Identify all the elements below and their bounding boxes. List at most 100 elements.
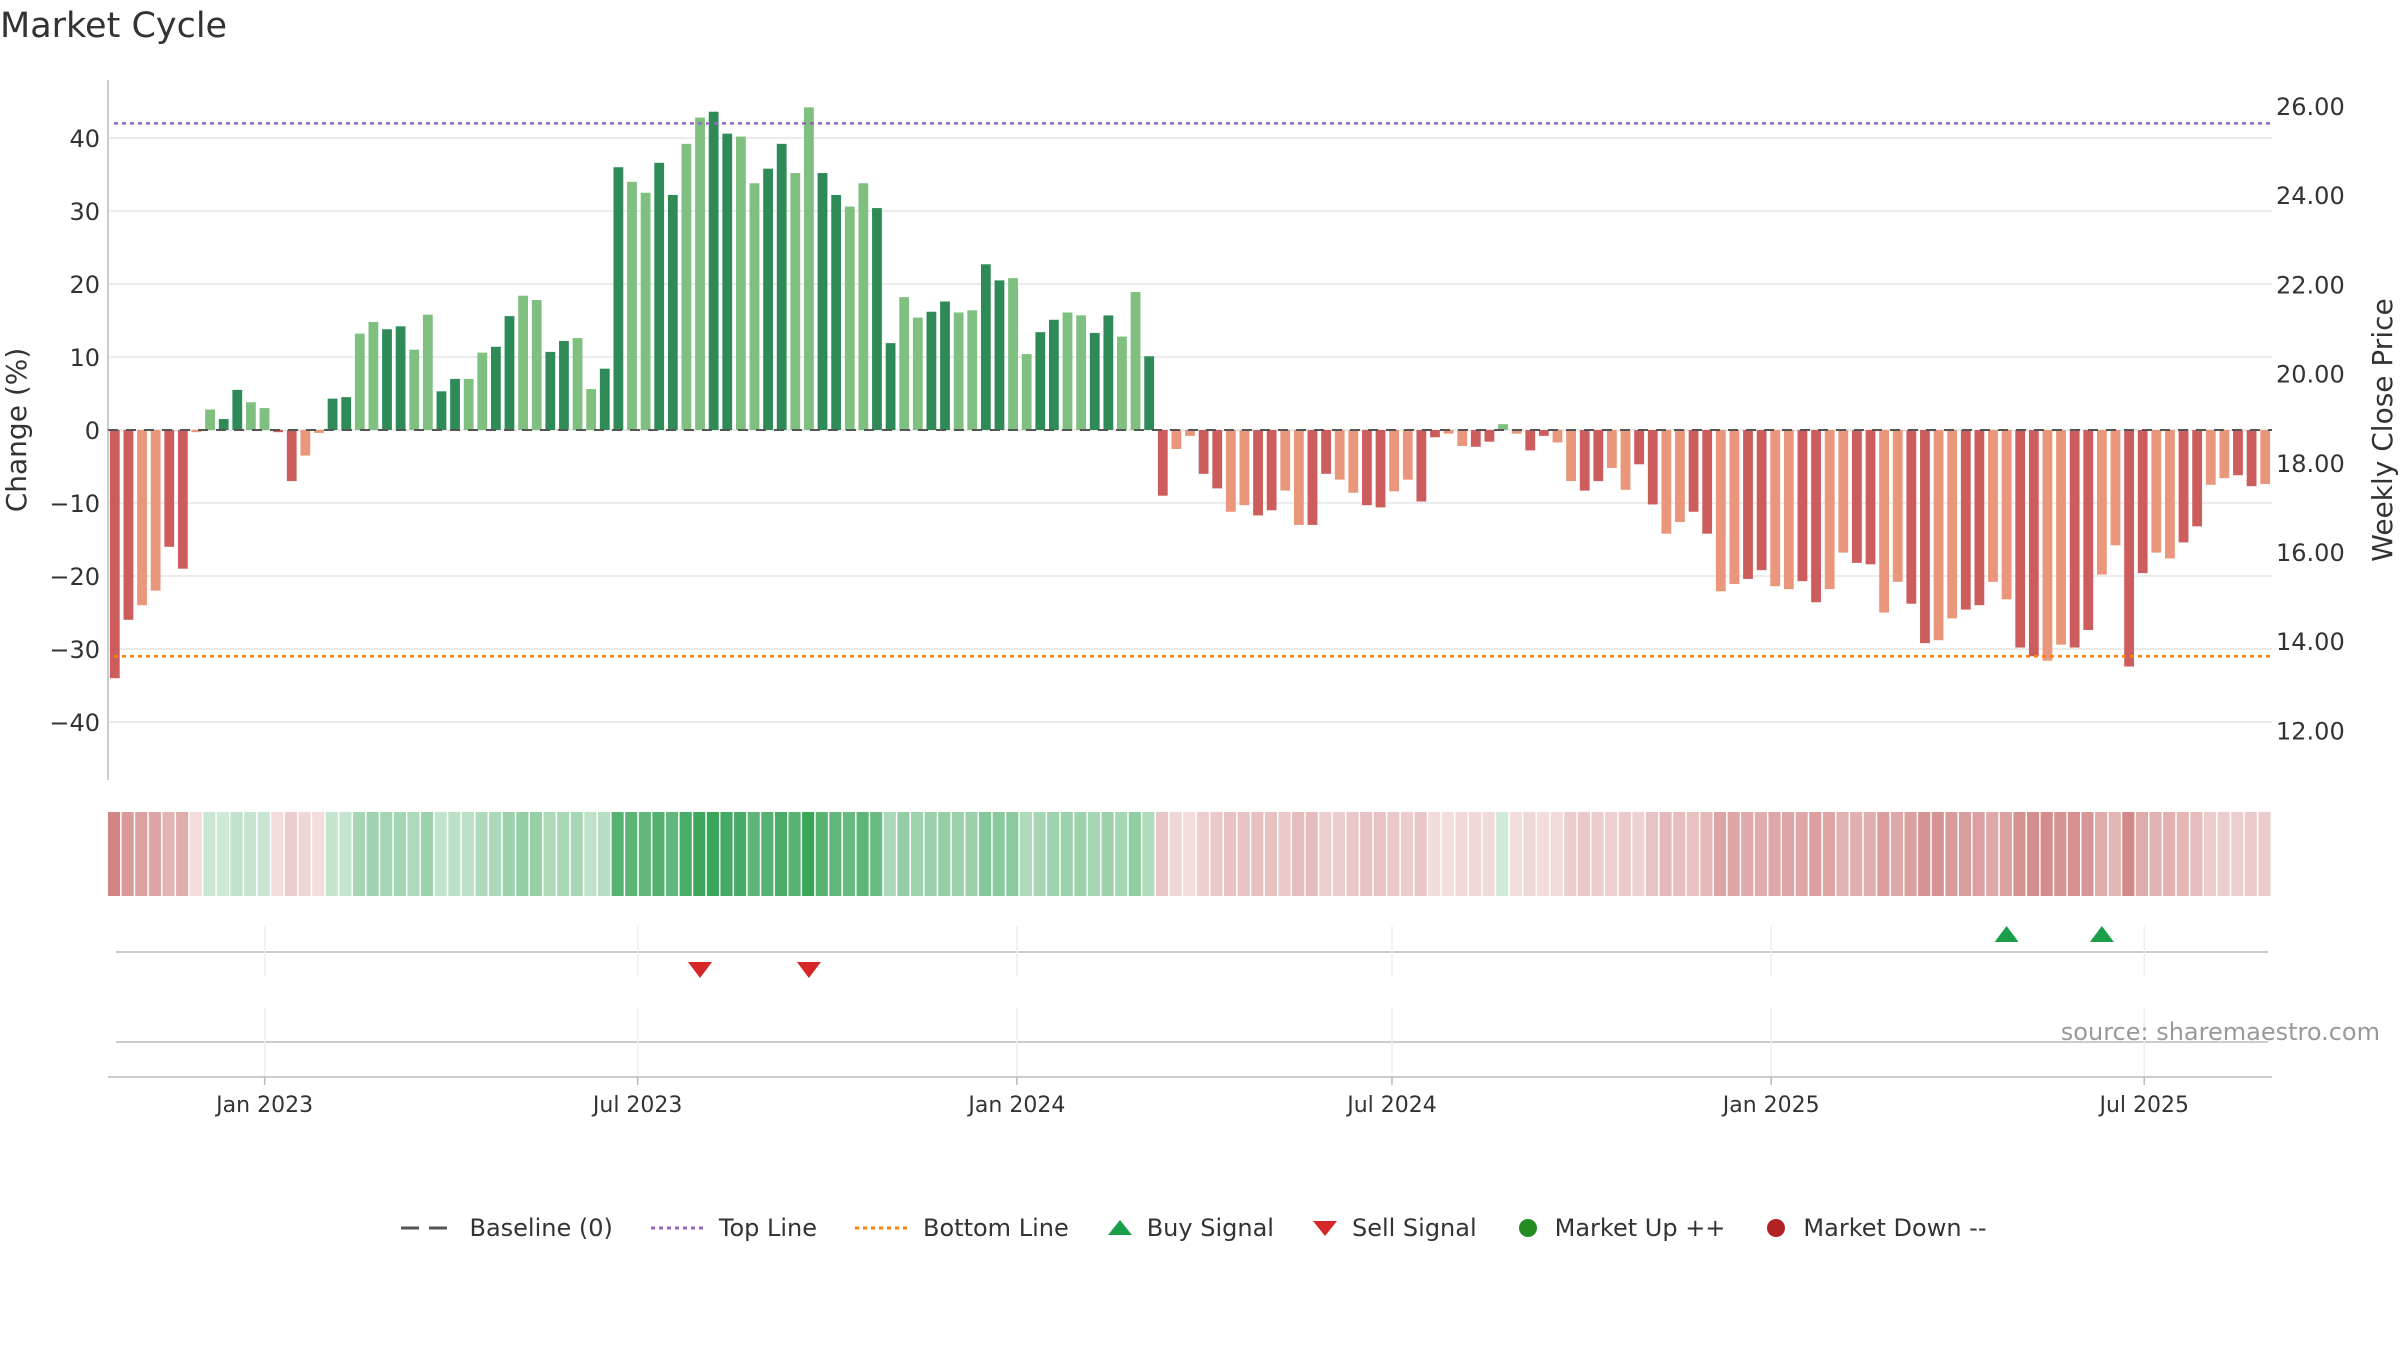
heat-cell bbox=[516, 812, 529, 896]
heat-cell bbox=[1019, 812, 1032, 896]
heat-cell bbox=[883, 812, 896, 896]
heat-cell bbox=[638, 812, 651, 896]
heat-cell bbox=[842, 812, 856, 896]
heat-cell bbox=[284, 812, 298, 896]
bar bbox=[1212, 430, 1223, 489]
bar bbox=[1416, 430, 1427, 502]
bar bbox=[1838, 430, 1849, 553]
bar bbox=[1484, 430, 1495, 442]
heat-cell bbox=[162, 812, 175, 896]
heat-cell bbox=[1441, 812, 1454, 896]
bar bbox=[1906, 430, 1917, 604]
bottom-line-legend-icon bbox=[855, 1226, 910, 1230]
heat-cell bbox=[1822, 812, 1835, 896]
heat-cell bbox=[1387, 812, 1400, 896]
bar bbox=[123, 430, 134, 620]
heat-cell bbox=[897, 812, 910, 896]
heat-cell bbox=[1210, 812, 1223, 896]
y-left-tick-label: 0 bbox=[85, 417, 100, 445]
bar bbox=[1743, 430, 1753, 579]
heat-cell bbox=[1400, 812, 1414, 896]
bar bbox=[246, 402, 256, 430]
heat-cell bbox=[148, 812, 161, 896]
bar bbox=[1783, 430, 1794, 590]
legend-item-sell-signal[interactable]: Sell Signal bbox=[1310, 1214, 1477, 1242]
sell-signal-marker bbox=[688, 962, 713, 978]
heat-cell bbox=[1115, 812, 1128, 896]
legend-item-market-up[interactable]: Market Up ++ bbox=[1513, 1214, 1726, 1242]
heat-cell bbox=[1142, 812, 1155, 896]
legend-item-market-down[interactable]: Market Down -- bbox=[1761, 1214, 1987, 1242]
heat-cell bbox=[1319, 812, 1332, 896]
heat-cell bbox=[1550, 812, 1563, 896]
heat-cell bbox=[1795, 812, 1808, 896]
heat-cell bbox=[2217, 812, 2230, 896]
bar bbox=[1225, 430, 1236, 512]
heat-cell bbox=[706, 812, 719, 896]
legend-item-bottom-line[interactable]: Bottom Line bbox=[853, 1214, 1069, 1242]
bar bbox=[314, 430, 324, 433]
bar bbox=[1566, 430, 1576, 482]
bar bbox=[1293, 430, 1304, 525]
bar bbox=[776, 143, 787, 430]
bar bbox=[177, 430, 188, 569]
bar bbox=[1865, 430, 1876, 565]
bar bbox=[1470, 430, 1481, 447]
bar bbox=[1607, 430, 1617, 468]
heat-cell bbox=[352, 812, 366, 896]
bar bbox=[2233, 430, 2243, 476]
heat-cell bbox=[489, 812, 502, 896]
heat-cell bbox=[1360, 812, 1373, 896]
heat-cell bbox=[380, 812, 393, 896]
heat-cell bbox=[584, 812, 597, 896]
legend-label-market-up: Market Up ++ bbox=[1554, 1214, 1726, 1242]
bar bbox=[654, 162, 665, 430]
bar bbox=[586, 389, 597, 430]
heat-cell bbox=[1414, 812, 1427, 896]
heat-cell bbox=[1999, 812, 2012, 896]
bar bbox=[1824, 430, 1835, 590]
heat-cell bbox=[1128, 812, 1141, 896]
bar bbox=[2205, 430, 2216, 485]
bar bbox=[2137, 430, 2148, 574]
bar bbox=[1634, 430, 1645, 465]
heat-cell bbox=[1509, 812, 1522, 896]
bar bbox=[613, 167, 624, 430]
legend-item-top-line[interactable]: Top Line bbox=[649, 1214, 817, 1242]
heat-cell bbox=[1945, 812, 1958, 896]
x-tick-label: Jan 2023 bbox=[214, 1093, 313, 1118]
heat-cell bbox=[2027, 812, 2040, 896]
bar bbox=[422, 314, 433, 430]
bar bbox=[1933, 430, 1944, 641]
bar bbox=[1321, 430, 1332, 474]
heat-cell bbox=[2258, 812, 2271, 896]
legend-item-baseline[interactable]: Baseline (0) bbox=[399, 1214, 613, 1242]
bar bbox=[2151, 430, 2162, 553]
heat-cell bbox=[325, 812, 338, 896]
green-circle-icon bbox=[1518, 1219, 1537, 1237]
bar bbox=[1947, 430, 1958, 619]
heat-cell bbox=[2203, 812, 2217, 896]
legend-item-buy-signal[interactable]: Buy Signal bbox=[1105, 1214, 1274, 1242]
bar bbox=[1076, 315, 1087, 430]
heat-cell bbox=[2040, 812, 2053, 896]
heat-cell bbox=[1428, 812, 1441, 896]
heat-cell bbox=[1577, 812, 1590, 896]
y-left-tick-label: 20 bbox=[69, 271, 100, 299]
heat-cell bbox=[1074, 812, 1087, 896]
bar bbox=[1756, 430, 1767, 571]
bar bbox=[831, 194, 842, 430]
bar bbox=[1307, 430, 1318, 525]
heat-cell bbox=[979, 812, 992, 896]
bar bbox=[1402, 430, 1413, 480]
bar bbox=[1797, 430, 1808, 582]
bar bbox=[667, 194, 678, 430]
bar bbox=[1647, 430, 1658, 505]
legend-label-bottom-line: Bottom Line bbox=[923, 1214, 1069, 1242]
bar bbox=[940, 301, 950, 430]
bar bbox=[327, 398, 338, 430]
heat-cell bbox=[2081, 812, 2094, 896]
bar bbox=[912, 317, 923, 430]
heat-cell bbox=[502, 812, 515, 896]
legend-label-top-line: Top Line bbox=[718, 1214, 818, 1242]
